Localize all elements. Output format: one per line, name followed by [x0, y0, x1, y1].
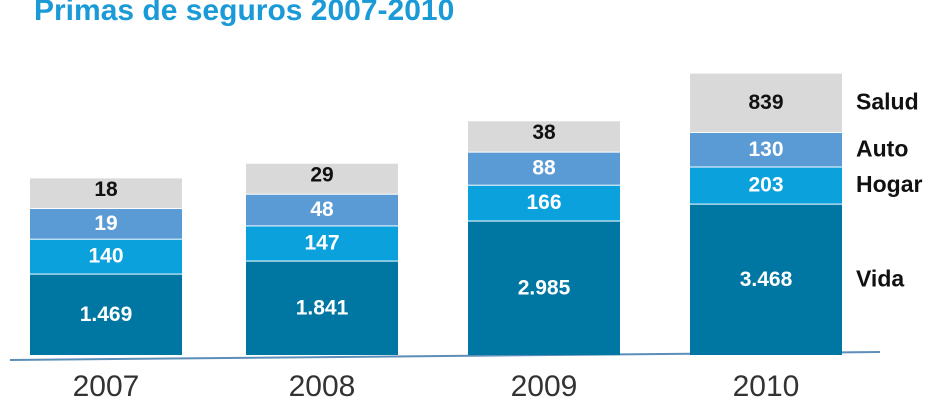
- value-label: 88: [532, 157, 556, 180]
- value-label: 18: [94, 178, 118, 201]
- value-label: 48: [310, 198, 334, 221]
- bar-segment: [468, 152, 620, 185]
- bar-segment: [690, 73, 842, 132]
- legend-label: Hogar: [856, 171, 923, 197]
- bar-segment: [246, 226, 398, 261]
- x-tick-label: 2007: [73, 370, 140, 403]
- bar-segment: [468, 221, 620, 355]
- x-tick-label: 2009: [511, 370, 578, 403]
- legend-label: Auto: [856, 135, 908, 161]
- value-label: 38: [532, 121, 556, 144]
- bar-segment: [246, 163, 398, 194]
- value-label: 147: [304, 232, 339, 255]
- value-label: 140: [88, 245, 123, 268]
- bar-segment: [246, 194, 398, 226]
- value-label: 2.985: [518, 276, 571, 299]
- value-label: 19: [94, 212, 117, 235]
- legend-label: Salud: [856, 88, 919, 114]
- value-label: 1.841: [296, 296, 349, 319]
- bar-segment: [30, 239, 182, 274]
- bar-segment: [690, 167, 842, 204]
- value-label: 839: [748, 91, 783, 114]
- value-label: 1.469: [80, 303, 133, 326]
- bar-segment: [246, 261, 398, 355]
- value-label: 130: [748, 138, 783, 161]
- bar-segment: [30, 209, 182, 239]
- x-tick-label: 2010: [733, 370, 800, 403]
- bar-segment: [690, 204, 842, 355]
- value-label: 203: [748, 174, 783, 197]
- value-label: 3.468: [740, 268, 793, 291]
- bar-segment: [30, 274, 182, 355]
- chart-title: Primas de seguros 2007-2010: [34, 0, 454, 27]
- value-label: 29: [310, 163, 333, 186]
- bar-segment: [468, 121, 620, 152]
- x-tick-label: 2008: [289, 370, 356, 403]
- legend-label: Vida: [856, 265, 904, 291]
- value-label: 166: [526, 191, 561, 214]
- bar-segment: [468, 185, 620, 221]
- bar-segment: [690, 132, 842, 167]
- bar-segment: [30, 178, 182, 209]
